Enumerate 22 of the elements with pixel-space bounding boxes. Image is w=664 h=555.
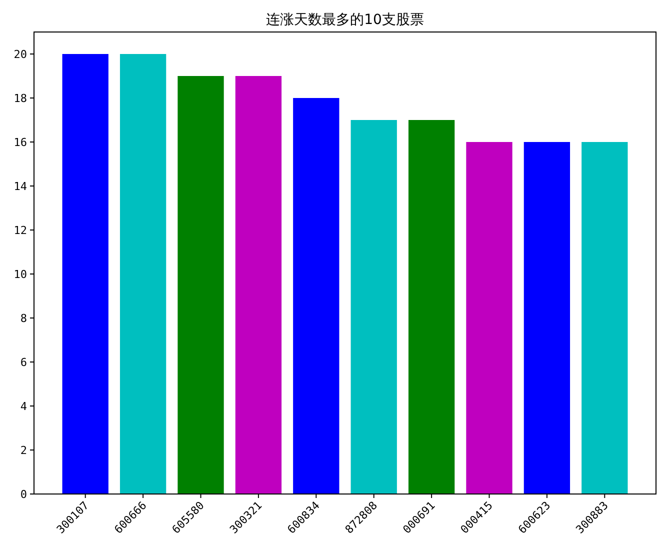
bar [582,142,628,494]
y-tick-label: 12 [14,224,27,237]
bar [408,120,455,494]
bar [350,120,397,494]
y-tick-label: 18 [14,92,27,105]
chart-title: 连涨天数最多的10支股票 [266,12,424,28]
y-tick-label: 0 [20,488,27,501]
bar [62,54,108,494]
bar [524,142,570,494]
y-tick-label: 20 [14,48,27,61]
bar [120,54,166,494]
bar [466,142,512,494]
y-tick-label: 6 [20,356,27,369]
bar [178,76,224,494]
y-tick-label: 16 [14,136,27,149]
bar [293,98,340,494]
y-tick-label: 14 [14,180,28,193]
y-tick-label: 8 [20,312,27,325]
y-tick-label: 4 [20,400,28,413]
y-tick-label: 10 [14,268,27,281]
y-tick-label: 2 [20,444,27,457]
bar [235,76,282,494]
